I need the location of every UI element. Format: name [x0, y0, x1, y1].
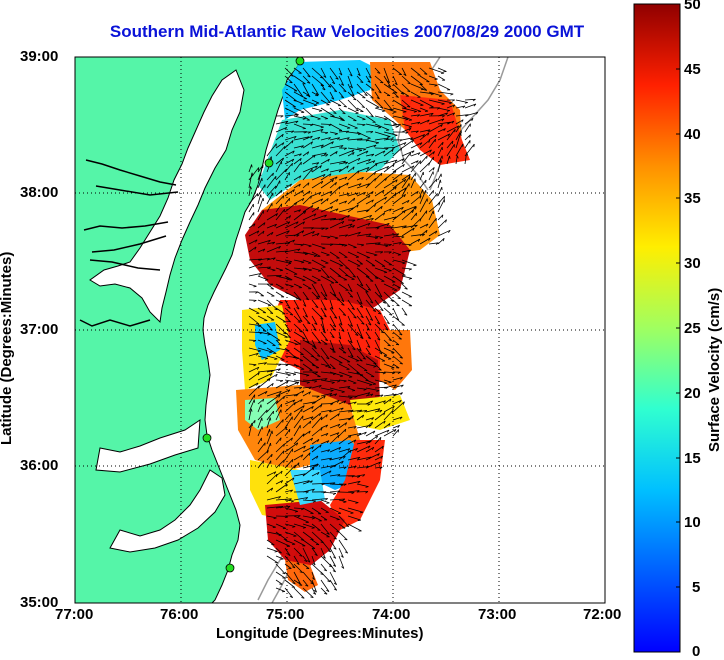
velocity-arrow-head: [417, 75, 420, 76]
colorbar-tick-label: 0: [692, 643, 700, 660]
y-tick-label: 36:00: [20, 457, 58, 474]
velocity-arrow-head: [352, 391, 355, 392]
radar-station: [203, 434, 211, 442]
velocity-arrow-head: [441, 73, 444, 74]
velocity-arrow-head: [426, 180, 427, 183]
radar-station: [296, 57, 304, 65]
velocity-arrow-head: [437, 193, 438, 196]
x-tick-label: 75:00: [266, 606, 304, 623]
velocity-arrow-head: [263, 461, 264, 464]
velocity-arrow-head: [416, 213, 417, 216]
velocity-arrow-head: [271, 289, 274, 290]
x-axis-label: Longitude (Degrees:Minutes): [216, 625, 424, 642]
colorbar-tick-label: 20: [684, 385, 701, 402]
y-tick-label: 39:00: [20, 48, 58, 65]
velocity-arrow-head: [413, 265, 416, 266]
colorbar-tick-label: 15: [684, 450, 701, 467]
velocity-arrow-head: [275, 552, 278, 553]
velocity-arrow-head: [396, 344, 399, 345]
velocity-arrow-head: [295, 344, 298, 345]
colorbar-label: Surface Velocity (cm/s): [706, 288, 723, 452]
velocity-arrow: [384, 244, 392, 245]
velocity-arrow-head: [418, 111, 421, 112]
velocity-arrow-head: [384, 272, 387, 273]
velocity-arrow-head: [399, 74, 402, 75]
colorbar-tick-label: 25: [684, 320, 701, 337]
colorbar-tick-label: 40: [684, 126, 701, 143]
velocity-arrow-head: [455, 129, 456, 132]
colorbar-tick-label: 10: [684, 514, 701, 531]
velocity-arrow-head: [326, 503, 329, 504]
velocity-arrow-head: [410, 153, 411, 156]
x-tick-label: 77:00: [55, 606, 93, 623]
velocity-arrow-head: [258, 168, 259, 171]
y-tick-label: 35:00: [20, 594, 58, 611]
colorbar-tick-label: 5: [692, 579, 700, 596]
velocity-arrow-head: [474, 144, 475, 147]
colorbar: [634, 4, 680, 652]
velocity-arrow-head: [289, 198, 290, 201]
colorbar-tick-label: 50: [684, 0, 701, 13]
x-tick-label: 76:00: [160, 606, 198, 623]
velocity-arrow-head: [255, 420, 256, 423]
velocity-arrow-head: [373, 364, 376, 365]
velocity-arrow-head: [435, 79, 438, 80]
velocity-arrow-head: [256, 324, 259, 325]
velocity-arrow-head: [335, 282, 338, 283]
radar-station: [265, 159, 273, 167]
x-tick-label: 74:00: [372, 606, 410, 623]
radar-station: [226, 564, 234, 572]
velocity-arrow-head: [293, 536, 296, 537]
velocity-arrow-head: [333, 352, 336, 353]
velocity-arrow-head: [317, 530, 320, 531]
velocity-arrow-head: [393, 112, 396, 113]
y-tick-label: 38:00: [20, 184, 58, 201]
colorbar-tick-label: 30: [684, 255, 701, 272]
velocity-arrow-head: [280, 270, 283, 271]
velocity-arrow-head: [351, 513, 354, 514]
velocity-arrow-head: [252, 165, 253, 168]
velocity-arrow: [339, 492, 354, 493]
velocity-arrow: [249, 340, 256, 341]
colorbar-tick-label: 45: [684, 61, 701, 78]
velocity-arrow-head: [261, 173, 262, 176]
x-tick-label: 72:00: [583, 606, 621, 623]
x-tick-label: 73:00: [478, 606, 516, 623]
velocity-arrow-head: [263, 198, 264, 201]
y-tick-label: 37:00: [20, 321, 58, 338]
velocity-arrow-head: [318, 119, 321, 120]
velocity-arrow-head: [292, 587, 295, 588]
y-axis-label: Latitude (Degrees:Minutes): [0, 252, 15, 445]
velocity-arrow: [357, 492, 368, 493]
velocity-arrow-head: [327, 255, 330, 256]
colorbar-tick-label: 35: [684, 190, 701, 207]
velocity-arrow-head: [398, 255, 401, 256]
